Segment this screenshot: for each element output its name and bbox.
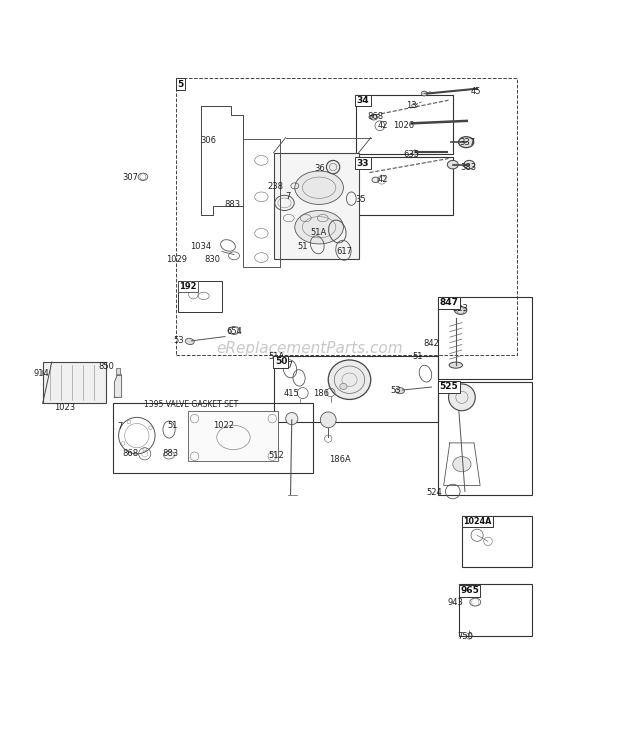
Text: 51A: 51A — [268, 352, 285, 360]
Text: 617: 617 — [277, 360, 293, 370]
Text: 50: 50 — [275, 357, 287, 366]
Ellipse shape — [453, 457, 471, 472]
Bar — [178, 280, 222, 312]
Ellipse shape — [447, 161, 458, 169]
Bar — [462, 516, 532, 568]
Bar — [188, 411, 278, 461]
Text: 383: 383 — [461, 163, 477, 172]
Bar — [355, 158, 453, 215]
Text: 524: 524 — [427, 488, 443, 497]
Text: 51: 51 — [167, 421, 178, 431]
Text: 830: 830 — [204, 255, 220, 264]
Text: 5: 5 — [177, 80, 184, 89]
Text: 868: 868 — [367, 112, 383, 121]
Text: 13: 13 — [405, 101, 416, 110]
Bar — [438, 297, 532, 379]
Text: 1395 VALVE GASKET SET: 1395 VALVE GASKET SET — [144, 400, 239, 409]
Bar — [176, 78, 516, 354]
Text: 850: 850 — [99, 363, 114, 371]
Bar — [459, 585, 532, 636]
Bar — [273, 152, 358, 259]
Bar — [112, 403, 313, 474]
Circle shape — [321, 412, 336, 428]
Bar — [43, 362, 107, 403]
Text: 238: 238 — [268, 182, 284, 191]
Text: 306: 306 — [200, 136, 216, 145]
Text: 7: 7 — [117, 422, 123, 431]
Text: 525: 525 — [440, 382, 458, 391]
Text: 523: 523 — [453, 303, 469, 312]
Text: 512: 512 — [268, 451, 285, 460]
Ellipse shape — [459, 137, 474, 147]
Text: 1026: 1026 — [393, 121, 415, 130]
Text: 1022: 1022 — [213, 421, 234, 431]
Circle shape — [286, 412, 298, 425]
Text: 53: 53 — [174, 337, 184, 346]
Ellipse shape — [340, 383, 347, 389]
Ellipse shape — [295, 210, 343, 244]
Ellipse shape — [326, 161, 340, 174]
Text: 42: 42 — [378, 121, 389, 130]
Ellipse shape — [370, 115, 378, 120]
Text: 53: 53 — [391, 386, 401, 394]
Text: 34: 34 — [356, 96, 370, 105]
Text: 1029: 1029 — [166, 255, 187, 264]
Bar — [116, 368, 120, 375]
Text: 186: 186 — [314, 388, 329, 397]
Ellipse shape — [328, 360, 371, 400]
Text: 1023: 1023 — [55, 403, 76, 412]
Text: 36: 36 — [314, 164, 325, 172]
Text: 337: 337 — [459, 138, 475, 147]
Ellipse shape — [412, 150, 418, 155]
Text: 842: 842 — [423, 340, 440, 349]
Text: 1034: 1034 — [190, 242, 211, 251]
Text: 415: 415 — [284, 388, 299, 397]
Text: 617: 617 — [336, 247, 352, 256]
Text: 914: 914 — [33, 369, 50, 377]
Text: 1024A: 1024A — [463, 517, 492, 526]
Text: eReplacementParts.com: eReplacementParts.com — [216, 341, 404, 356]
Ellipse shape — [396, 388, 404, 394]
Text: 192: 192 — [179, 282, 197, 291]
Circle shape — [448, 384, 476, 411]
Text: 654: 654 — [226, 327, 242, 336]
Text: 750: 750 — [458, 632, 474, 641]
Ellipse shape — [295, 171, 343, 204]
Text: 943: 943 — [447, 598, 463, 607]
Text: 965: 965 — [460, 586, 479, 595]
Ellipse shape — [449, 362, 463, 369]
Text: 51: 51 — [412, 352, 422, 360]
Text: 33: 33 — [356, 158, 370, 167]
Bar — [438, 382, 532, 494]
Ellipse shape — [421, 91, 427, 96]
Ellipse shape — [372, 177, 379, 183]
Text: 42: 42 — [378, 175, 389, 184]
Text: 635: 635 — [404, 149, 419, 159]
Text: 35: 35 — [355, 195, 366, 204]
Ellipse shape — [185, 338, 194, 345]
Polygon shape — [114, 375, 122, 397]
Ellipse shape — [464, 161, 475, 169]
Text: 45: 45 — [471, 87, 482, 96]
Text: 7: 7 — [285, 192, 291, 201]
Text: 51A: 51A — [311, 228, 327, 238]
Text: 883: 883 — [162, 448, 178, 458]
Text: 847: 847 — [440, 298, 458, 307]
Text: 868: 868 — [122, 448, 138, 458]
Bar — [273, 356, 438, 422]
Text: 883: 883 — [224, 200, 240, 209]
Bar — [355, 95, 453, 155]
Ellipse shape — [454, 306, 467, 314]
Text: 307: 307 — [123, 173, 139, 183]
Text: 186A: 186A — [329, 455, 351, 465]
Text: 51: 51 — [298, 241, 308, 251]
